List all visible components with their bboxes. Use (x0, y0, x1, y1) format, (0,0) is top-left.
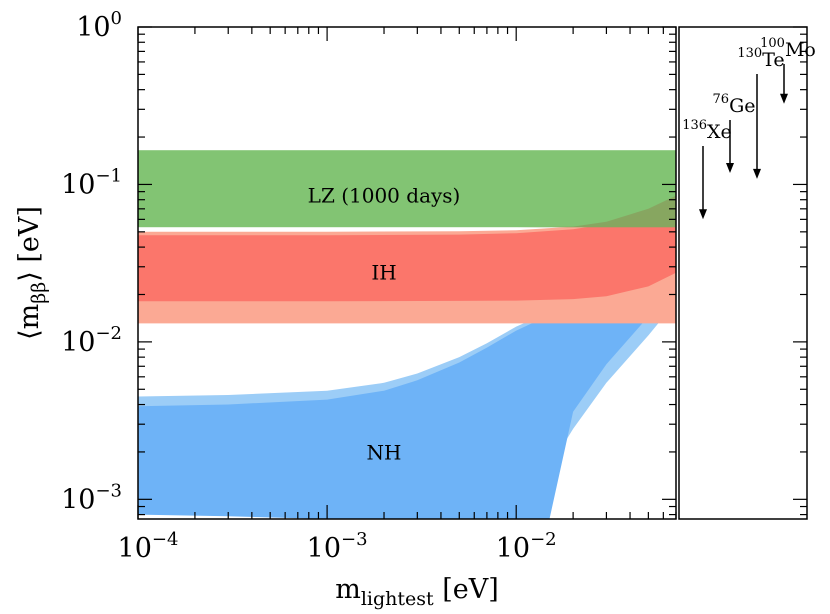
band-label-lz-1000-days: LZ (1000 days) (308, 184, 461, 208)
band-label-ih: IH (371, 261, 396, 285)
band-nh-1 (138, 274, 676, 519)
isotope-label: 130Te (737, 46, 784, 71)
band-lz-ih-overlap (138, 195, 676, 228)
axis-labels: 10−4 10−3 10−2 10−3 10−2 10−1 100 mlightest [eV… (14, 8, 557, 610)
isotope-label: 76Ge (713, 92, 756, 117)
isotope-panel-frame (678, 26, 808, 520)
y-tick-label: 10−2 (61, 323, 122, 358)
axis-ticks (137, 26, 807, 519)
x-tick-label: 10−4 (118, 529, 179, 564)
y-axis-label: ⟨mββ⟩ [eV] (14, 206, 50, 340)
isotope-limit-te: 130Te (737, 46, 785, 179)
limit-arrow-head (780, 93, 788, 104)
band-label-nh: NH (367, 441, 402, 465)
y-tick-label: 10−3 (61, 480, 122, 515)
isotope-label: 100Mo (760, 36, 816, 61)
y-tick-label: 100 (76, 8, 122, 43)
isotope-limit-xe: 136Xe (682, 118, 732, 220)
x-tick-label: 10−3 (307, 529, 368, 564)
band-lz-1000-days (138, 150, 676, 228)
limit-arrow-head (753, 168, 761, 179)
isotope-limit-ge: 76Ge (713, 92, 756, 173)
limit-arrow-head (726, 162, 734, 173)
main-plot-frame (137, 26, 677, 520)
isotope-limit-mo: 100Mo (760, 36, 816, 104)
limit-arrow-head (699, 209, 707, 220)
band-labels: LZ (1000 days) IH NH (308, 184, 461, 465)
band-ih-1 (138, 199, 676, 302)
x-axis-label: mlightest [eV] (335, 574, 499, 610)
bands-layer (138, 150, 676, 519)
x-tick-label: 10−2 (496, 529, 557, 564)
y-tick-label: 10−1 (61, 165, 122, 200)
isotope-label: 136Xe (682, 118, 732, 143)
